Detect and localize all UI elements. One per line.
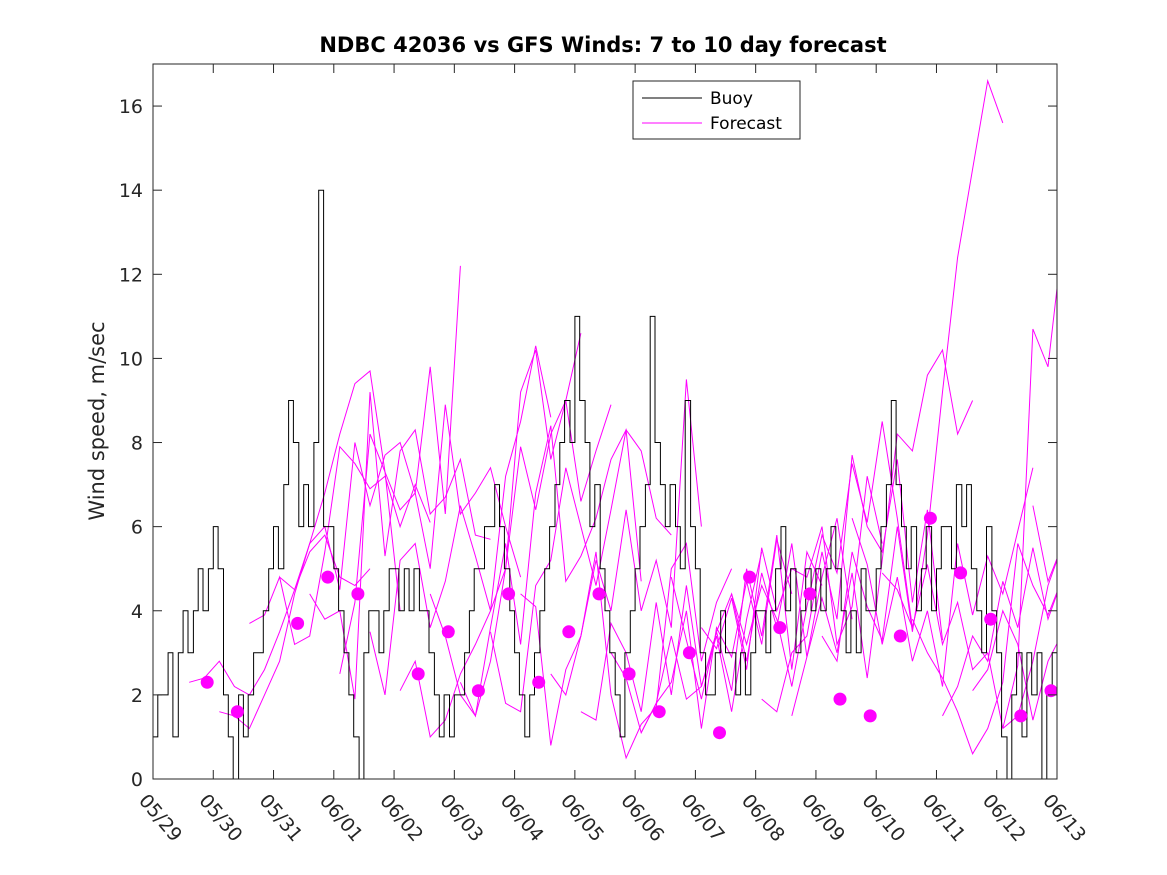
axes-box bbox=[152, 63, 1058, 780]
forecast-run-10 bbox=[459, 425, 642, 718]
plot-area bbox=[153, 78, 1057, 779]
forecast-marker-20 bbox=[833, 692, 847, 706]
forecast-marker-1 bbox=[200, 675, 214, 689]
forecast-marker-18 bbox=[773, 621, 787, 635]
forecast-marker-3 bbox=[291, 616, 305, 630]
forecast-run-4 bbox=[279, 265, 461, 591]
forecast-marker-5 bbox=[351, 587, 365, 601]
forecast-run-6 bbox=[339, 404, 522, 675]
forecast-marker-23 bbox=[923, 511, 937, 525]
forecast-marker-13 bbox=[622, 667, 636, 681]
forecast-marker-8 bbox=[471, 684, 485, 698]
forecast-marker-2 bbox=[230, 705, 244, 719]
forecast-marker-11 bbox=[562, 625, 576, 639]
forecast-run-14 bbox=[580, 551, 763, 721]
forecast-run-26 bbox=[942, 547, 1057, 717]
y-tick-label: 10 bbox=[119, 348, 143, 370]
y-tick-label: 6 bbox=[131, 517, 143, 539]
forecast-run-22 bbox=[821, 78, 1004, 663]
legend: Buoy Forecast bbox=[632, 80, 801, 140]
forecast-run-21 bbox=[791, 348, 974, 717]
forecast-marker-14 bbox=[652, 705, 666, 719]
forecast-marker-6 bbox=[411, 667, 425, 681]
forecast-marker-15 bbox=[682, 646, 696, 660]
forecast-marker-4 bbox=[321, 570, 335, 584]
forecast-run-8 bbox=[399, 333, 582, 738]
forecast-marker-27 bbox=[1044, 684, 1057, 698]
forecast-run-12 bbox=[520, 379, 702, 746]
forecast-run-23 bbox=[851, 467, 1034, 687]
y-tick-label: 14 bbox=[119, 180, 143, 202]
legend-label-2: Forecast bbox=[710, 114, 782, 134]
forecast-run-27 bbox=[972, 609, 1057, 721]
forecast-run-13 bbox=[550, 542, 733, 760]
chart-title: NDBC 42036 vs GFS Winds: 7 to 10 day for… bbox=[319, 33, 886, 57]
forecast-marker-7 bbox=[441, 625, 455, 639]
forecast-run-24 bbox=[881, 284, 1057, 729]
forecast-marker-24 bbox=[954, 566, 968, 580]
buoy-series-line bbox=[153, 189, 1057, 779]
legend-box bbox=[632, 80, 801, 140]
forecast-run-7 bbox=[369, 345, 552, 696]
forecast-marker-21 bbox=[863, 709, 877, 723]
forecast-run-19 bbox=[731, 421, 913, 687]
legend-label-1: Buoy bbox=[710, 89, 753, 109]
y-tick-label: 2 bbox=[131, 685, 143, 707]
forecast-marker-10 bbox=[532, 675, 546, 689]
forecast-run-20 bbox=[761, 454, 943, 713]
y-tick-label: 12 bbox=[119, 264, 143, 286]
forecast-marker-17 bbox=[743, 570, 757, 584]
forecast-marker-19 bbox=[803, 587, 817, 601]
y-tick-label: 8 bbox=[131, 433, 143, 455]
y-axis-label: Wind speed, m/sec bbox=[85, 321, 109, 520]
forecast-run-11 bbox=[490, 428, 672, 713]
y-tick-label: 0 bbox=[131, 769, 143, 791]
forecast-run-1 bbox=[189, 534, 371, 696]
forecast-marker-25 bbox=[984, 612, 998, 626]
y-tick-label: 16 bbox=[119, 96, 143, 118]
forecast-run-25 bbox=[911, 543, 1057, 755]
forecast-marker-9 bbox=[502, 587, 516, 601]
y-tick-label: 4 bbox=[131, 601, 143, 623]
forecast-marker-26 bbox=[1014, 709, 1028, 723]
forecast-run-28 bbox=[1002, 558, 1057, 729]
forecast-marker-16 bbox=[713, 726, 726, 740]
forecast-marker-12 bbox=[592, 587, 606, 601]
forecast-run-17 bbox=[670, 518, 853, 700]
forecast-marker-22 bbox=[893, 629, 907, 643]
forecast-run-16 bbox=[640, 535, 823, 733]
